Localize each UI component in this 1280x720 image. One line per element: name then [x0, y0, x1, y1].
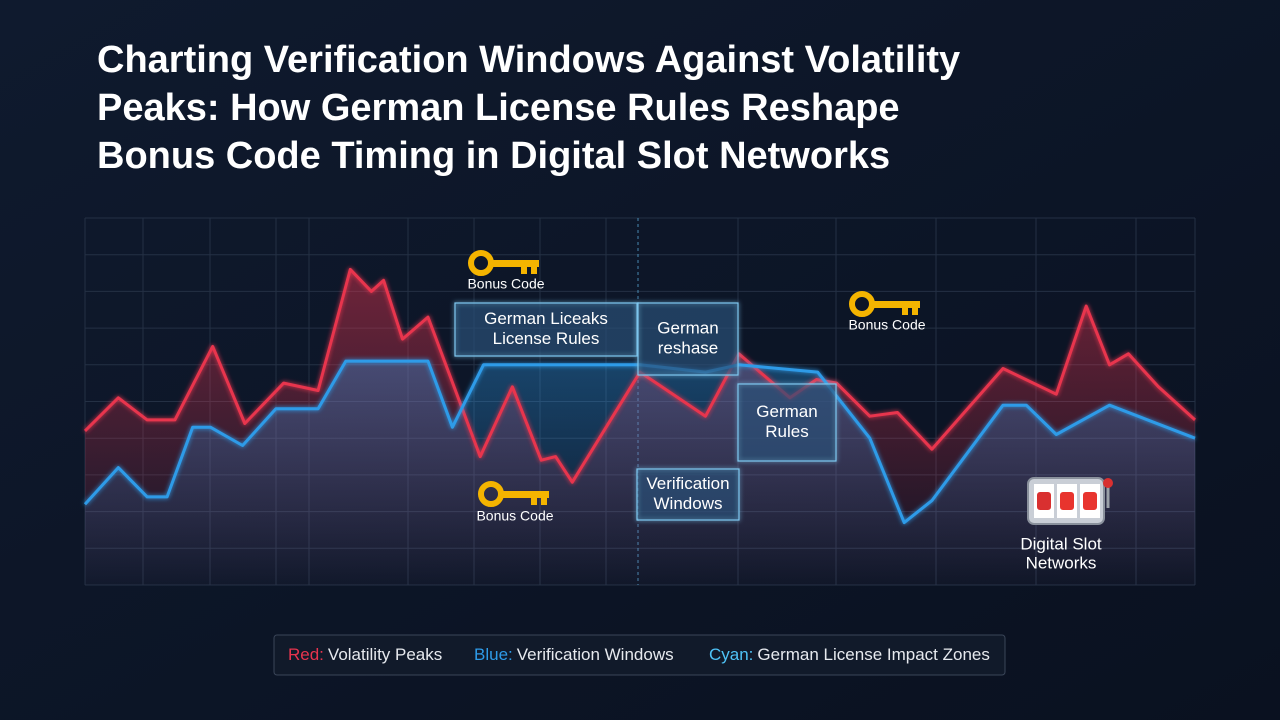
- key-icon: [468, 250, 539, 276]
- key-label: Bonus Code: [848, 317, 925, 333]
- legend-entry: Red: Volatility Peaks: [288, 645, 442, 664]
- chart-title: Bonus Code Timing in Digital Slot Networ…: [97, 135, 890, 177]
- key-label: Bonus Code: [467, 276, 544, 292]
- slot-symbol: [1083, 492, 1097, 510]
- annotation-box: [737, 383, 837, 462]
- legend: Red: Volatility Peaks Blue: Verification Wi…: [288, 645, 990, 664]
- key-tooth: [902, 306, 908, 315]
- legend-label: German License Impact Zones: [757, 645, 989, 664]
- slot-symbol: [1060, 492, 1074, 510]
- annotation-text: reshase: [658, 338, 718, 357]
- key-tooth: [531, 265, 537, 274]
- slot-icon: [1027, 477, 1113, 525]
- legend-entry: Cyan: German License Impact Zones: [709, 645, 990, 664]
- annotation-text: Rules: [765, 422, 808, 441]
- legend-box: [273, 634, 1006, 676]
- series-line: [83, 267, 1197, 484]
- legend-key: Red:: [288, 645, 324, 664]
- annotation-box: [636, 468, 740, 521]
- slot-label: Networks: [1026, 553, 1097, 572]
- annotation-text: German: [756, 402, 817, 421]
- title: Charting Verification Windows Against Vo…: [97, 39, 960, 177]
- legend-key: Blue:: [474, 645, 513, 664]
- slot-symbol: [1037, 492, 1051, 510]
- legend-key: Cyan:: [709, 645, 753, 664]
- annotation-text: Windows: [654, 494, 723, 513]
- slot-knob: [1103, 478, 1113, 488]
- key-icon: [478, 481, 549, 507]
- key-shaft: [501, 491, 549, 498]
- slot-label: Digital Slot: [1020, 534, 1102, 553]
- key-tooth: [521, 265, 527, 274]
- annotation-text: German: [657, 318, 718, 337]
- key-icon: [849, 291, 920, 317]
- chart-title: Peaks: How German License Rules Reshape: [97, 87, 900, 129]
- annotation-text: German Liceaks: [484, 309, 608, 328]
- key-tooth: [531, 496, 537, 505]
- key-shaft: [872, 301, 920, 308]
- legend-label: Volatility Peaks: [328, 645, 442, 664]
- chart-title: Charting Verification Windows Against Vo…: [97, 39, 960, 81]
- series-line: [83, 359, 1196, 525]
- annotation-text: Verification: [646, 474, 729, 493]
- legend-label: Verification Windows: [517, 645, 674, 664]
- key-label: Bonus Code: [476, 508, 553, 524]
- annotation-box: [637, 302, 739, 376]
- key-shaft: [491, 260, 539, 267]
- annotation-box: [454, 302, 638, 357]
- legend-entry: Blue: Verification Windows: [474, 645, 674, 664]
- key-tooth: [541, 496, 547, 505]
- annotation-text: License Rules: [493, 329, 600, 348]
- key-tooth: [912, 306, 918, 315]
